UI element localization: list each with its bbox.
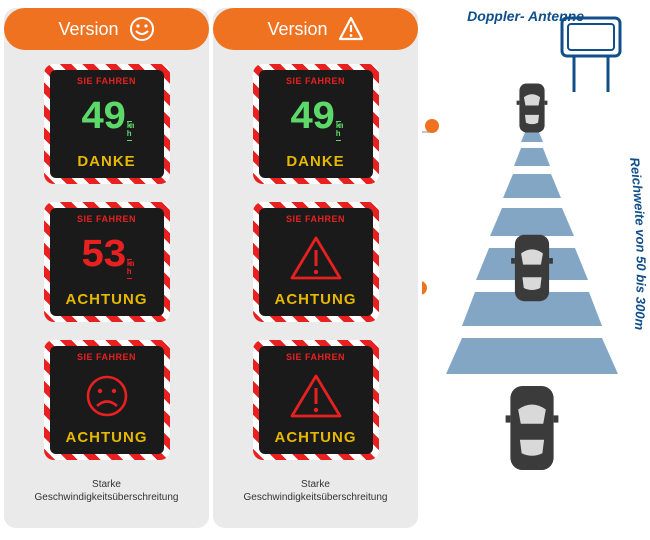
sign-speed: 49kmh bbox=[81, 99, 133, 141]
radar-wave bbox=[490, 208, 574, 236]
car-icon bbox=[511, 235, 553, 302]
sign-top-label: SIE FAHREN bbox=[77, 352, 136, 362]
speed-sign: SIE FAHREN 49kmh DANKE bbox=[44, 64, 170, 184]
sign-top-label: SIE FAHREN bbox=[77, 214, 136, 224]
sign-top-label: SIE FAHREN bbox=[286, 352, 345, 362]
speed-sign: SIE FAHREN ACHTUNG bbox=[253, 202, 379, 322]
warning-triangle-icon bbox=[288, 374, 344, 418]
range-dot bbox=[422, 281, 427, 295]
sad-face-icon bbox=[79, 374, 135, 418]
header-label: Version bbox=[267, 19, 327, 40]
warning-icon bbox=[338, 16, 364, 42]
sign-speed: 49kmh bbox=[290, 99, 342, 141]
sign-speed: 53kmh bbox=[81, 237, 133, 279]
column-caption: StarkeGeschwindigkeitsüberschreitung bbox=[221, 478, 410, 504]
sign-bottom-label: ACHTUNG bbox=[275, 291, 357, 308]
sign-bottom-label: ACHTUNG bbox=[66, 291, 148, 308]
sign-top-label: SIE FAHREN bbox=[286, 76, 345, 86]
column-smiley: Version SIE FAHREN 49kmh DANKE SIE FAHREN 53k… bbox=[4, 8, 209, 528]
sign-bottom-label: DANKE bbox=[286, 153, 344, 170]
column-header: Version bbox=[213, 8, 418, 50]
radar-wave bbox=[514, 148, 550, 166]
sign-bottom-label: DANKE bbox=[77, 153, 135, 170]
smiley-icon bbox=[129, 16, 155, 42]
speed-sign: SIE FAHREN 49kmh DANKE bbox=[253, 64, 379, 184]
svg-text:Reichweite von 50 bis 300m: Reichweite von 50 bis 300m bbox=[627, 157, 649, 331]
column-caption: StarkeGeschwindigkeitsüberschreitung bbox=[12, 478, 201, 504]
sign-top-label: SIE FAHREN bbox=[286, 214, 345, 224]
speed-sign: SIE FAHREN 53kmh ACHTUNG bbox=[44, 202, 170, 322]
speed-sign: SIE FAHREN ACHTUNG bbox=[44, 340, 170, 460]
car-icon bbox=[506, 386, 559, 470]
sign-bottom-label: ACHTUNG bbox=[66, 429, 148, 446]
sign-bottom-label: ACHTUNG bbox=[275, 429, 357, 446]
reichweite-label: Reichweite von 50 bis 300m bbox=[610, 148, 650, 468]
sign-top-label: SIE FAHREN bbox=[77, 76, 136, 86]
radar-panel: Doppler- Antenne Reichweite von 50 bis 3… bbox=[422, 8, 646, 528]
column-warning: Version SIE FAHREN 49kmh DANKE SIE FAHREN ACH… bbox=[213, 8, 418, 528]
radar-wave bbox=[503, 174, 561, 198]
speed-sign: SIE FAHREN ACHTUNG bbox=[253, 340, 379, 460]
header-label: Version bbox=[58, 19, 118, 40]
column-header: Version bbox=[4, 8, 209, 50]
range-dot bbox=[425, 119, 439, 133]
car-icon bbox=[517, 84, 548, 133]
radar-wave bbox=[446, 338, 618, 374]
main-container: Version SIE FAHREN 49kmh DANKE SIE FAHREN 53k… bbox=[0, 0, 650, 536]
radar-diagram bbox=[422, 8, 642, 528]
warning-triangle-icon bbox=[288, 236, 344, 280]
